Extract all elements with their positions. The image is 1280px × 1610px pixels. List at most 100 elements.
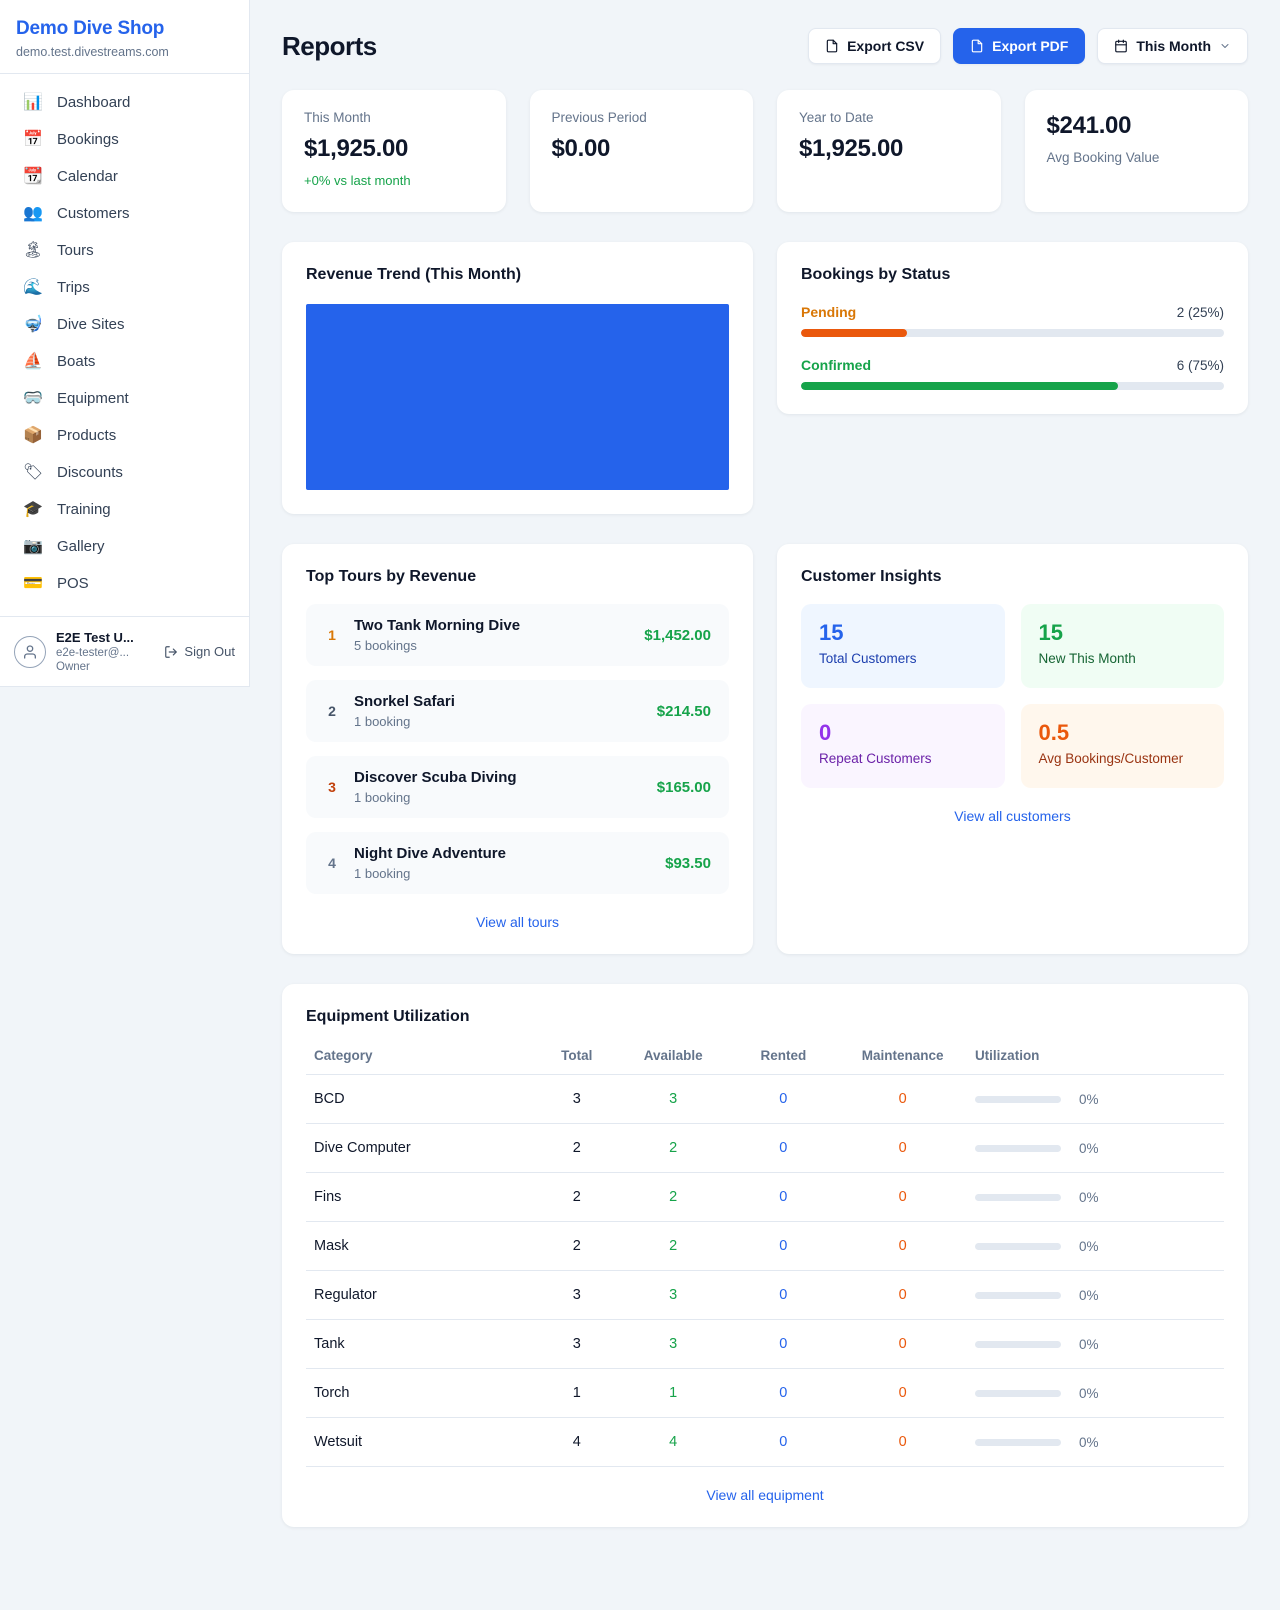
goggles-icon: 🥽 <box>23 389 43 407</box>
sidebar-item-equipment[interactable]: 🥽 Equipment <box>12 380 237 417</box>
equipment-available: 2 <box>618 1123 729 1173</box>
equipment-utilization: 0% <box>966 1270 1224 1320</box>
file-icon <box>971 39 983 53</box>
customer-insights-title: Customer Insights <box>801 568 942 585</box>
stat-label: Previous Period <box>551 110 647 125</box>
status-row-confirmed: Confirmed 6 (75%) <box>801 357 1224 390</box>
stat-value: $241.00 <box>1046 112 1132 139</box>
equipment-utilization: 0% <box>966 1123 1224 1173</box>
col-header-utilization: Utilization <box>966 1038 1224 1075</box>
equipment-maintenance: 0 <box>838 1172 967 1222</box>
sidebar-item-bookings[interactable]: 📅 Bookings <box>12 121 237 158</box>
tour-revenue: $93.50 <box>665 854 711 872</box>
sidebar-item-dashboard[interactable]: 📊 Dashboard <box>12 84 237 121</box>
insight-new-this-month: 15 New This Month <box>1020 604 1224 688</box>
sidebar-item-label: Tours <box>57 242 94 259</box>
sidebar: Demo Dive Shop demo.test.divestreams.com… <box>0 0 250 687</box>
equipment-maintenance: 0 <box>838 1417 967 1467</box>
sidebar-item-label: Dashboard <box>57 94 131 111</box>
view-all-tours-link[interactable]: View all tours <box>475 914 559 930</box>
tour-list: 1 Two Tank Morning Dive 5 bookings $1,45… <box>306 604 729 894</box>
sidebar-item-label: Training <box>57 501 111 518</box>
sidebar-item-trips[interactable]: 🌊 Trips <box>12 269 237 306</box>
sidebar-item-label: Calendar <box>57 168 118 185</box>
table-row: Mask 2 2 0 0 0% <box>306 1221 1224 1271</box>
equipment-utilization: 0% <box>966 1319 1224 1369</box>
table-row: Torch 1 1 0 0 0% <box>306 1368 1224 1418</box>
user-info: E2E Test U... e2e-tester@... Owner <box>56 630 154 673</box>
sidebar-item-products[interactable]: 📦 Products <box>12 417 237 454</box>
stat-card-previous-period: Previous Period $0.00 <box>529 90 753 212</box>
sidebar-item-tours[interactable]: 🏝 Tours <box>12 232 237 269</box>
equipment-rented: 0 <box>728 1123 839 1173</box>
equipment-maintenance: 0 <box>838 1270 967 1320</box>
insight-label: Repeat Customers <box>819 751 932 766</box>
equipment-available: 2 <box>618 1221 729 1271</box>
equipment-rented: 0 <box>728 1221 839 1271</box>
insights-grid: 15 Total Customers 15 New This Month 0 R… <box>801 604 1224 788</box>
top-tours-title: Top Tours by Revenue <box>306 568 477 585</box>
period-selector[interactable]: This Month <box>1097 28 1248 64</box>
equipment-rented: 0 <box>728 1368 839 1418</box>
equipment-available: 3 <box>618 1319 729 1369</box>
equipment-utilization: 0% <box>966 1221 1224 1271</box>
page-title: Reports <box>282 30 377 61</box>
stat-card-year-to-date: Year to Date $1,925.00 <box>777 90 1001 212</box>
sidebar-item-pos[interactable]: 💳 POS <box>12 565 237 602</box>
island-icon: 🏝 <box>22 241 44 259</box>
user-role: Owner <box>56 661 90 673</box>
tour-revenue: $165.00 <box>656 778 711 796</box>
tour-rank: 3 <box>328 779 336 795</box>
col-header-total: Total <box>535 1038 619 1075</box>
camera-icon: 📷 <box>23 537 43 555</box>
col-header-rented: Rented <box>728 1038 839 1075</box>
utilization-percent: 0% <box>1078 1434 1099 1450</box>
export-csv-button[interactable]: Export CSV <box>808 28 942 64</box>
table-row: Dive Computer 2 2 0 0 0% <box>306 1123 1224 1173</box>
utilization-percent: 0% <box>1078 1140 1099 1156</box>
sign-out-icon <box>165 645 178 658</box>
sidebar-item-training[interactable]: 🎓 Training <box>12 491 237 528</box>
view-all-equipment-link[interactable]: View all equipment <box>706 1487 824 1503</box>
table-row: Tank 3 3 0 0 0% <box>306 1319 1224 1369</box>
sidebar-item-boats[interactable]: ⛵ Boats <box>12 343 237 380</box>
tour-name: Two Tank Morning Dive <box>354 617 521 634</box>
insight-label: Avg Bookings/Customer <box>1038 751 1184 766</box>
export-pdf-button[interactable]: Export PDF <box>953 28 1086 64</box>
equipment-category: Dive Computer <box>306 1123 536 1173</box>
stat-label: Year to Date <box>799 110 874 125</box>
status-bar-fill <box>801 329 907 337</box>
sign-out-button[interactable]: Sign Out <box>164 644 235 659</box>
utilization-percent: 0% <box>1078 1189 1099 1205</box>
utilization-bar <box>974 1389 1061 1397</box>
equipment-available: 4 <box>618 1417 729 1467</box>
equipment-available: 2 <box>618 1172 729 1222</box>
utilization-bar <box>974 1340 1061 1348</box>
file-icon <box>826 39 838 53</box>
stats-row: This Month $1,925.00 +0% vs last month P… <box>282 90 1248 212</box>
revenue-trend-card: Revenue Trend (This Month) <box>282 242 753 514</box>
equipment-table: Category Total Available Rented Maintena… <box>306 1038 1224 1467</box>
table-row: Wetsuit 4 4 0 0 0% <box>306 1417 1224 1467</box>
sidebar-item-calendar[interactable]: 📆 Calendar <box>12 158 237 195</box>
bar-chart-icon: 📊 <box>23 93 43 111</box>
user-section: E2E Test U... e2e-tester@... Owner Sign … <box>0 616 249 686</box>
insight-total-customers: 15 Total Customers <box>801 604 1005 688</box>
tag-icon: 🏷 <box>22 463 44 481</box>
utilization-percent: 0% <box>1078 1091 1099 1107</box>
insight-label: New This Month <box>1038 651 1136 666</box>
boat-icon: ⛵ <box>23 352 43 370</box>
sidebar-item-gallery[interactable]: 📷 Gallery <box>12 528 237 565</box>
utilization-percent: 0% <box>1078 1336 1099 1352</box>
stat-value: $1,925.00 <box>799 135 904 162</box>
view-all-customers-link[interactable]: View all customers <box>954 808 1071 824</box>
sidebar-header: Demo Dive Shop demo.test.divestreams.com <box>0 0 249 74</box>
sidebar-item-dive-sites[interactable]: 🤿 Dive Sites <box>12 306 237 343</box>
utilization-bar <box>974 1193 1061 1201</box>
sidebar-item-discounts[interactable]: 🏷 Discounts <box>12 454 237 491</box>
equipment-utilization: 0% <box>966 1417 1224 1467</box>
tour-bookings: 1 booking <box>354 790 411 805</box>
col-header-category: Category <box>306 1038 536 1075</box>
shop-domain: demo.test.divestreams.com <box>16 45 169 59</box>
sidebar-item-customers[interactable]: 👥 Customers <box>12 195 237 232</box>
